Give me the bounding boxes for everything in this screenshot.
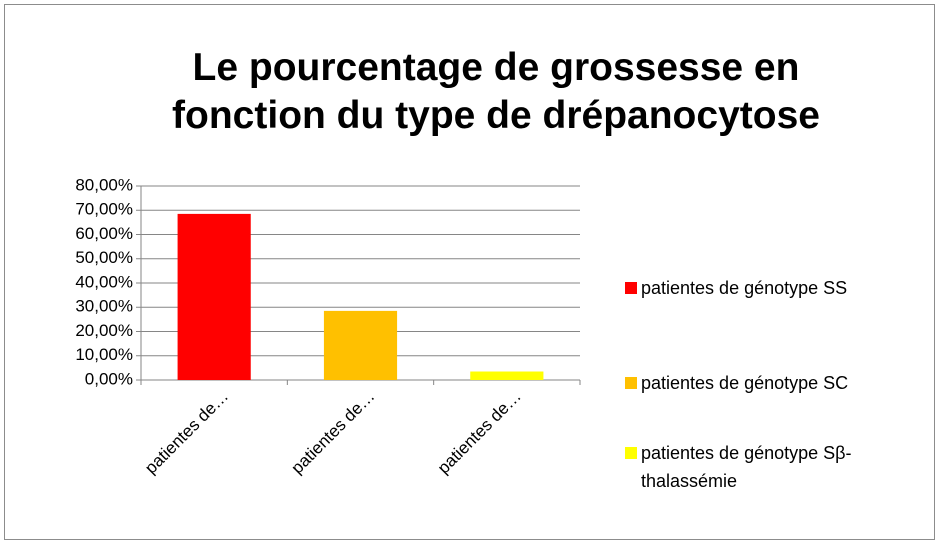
x-tick-label: patientes de… (141, 387, 232, 478)
y-tick-label: 70,00% (75, 200, 133, 219)
chart-title: Le pourcentage de grossesse en fonction … (172, 46, 820, 137)
bar (470, 371, 544, 380)
y-tick-label: 30,00% (75, 297, 133, 316)
legend-label: patientes de génotype Sβ-thalassémie (641, 443, 852, 491)
legend-swatch (625, 377, 637, 389)
y-tick-label: 40,00% (75, 272, 133, 291)
y-tick-label: 20,00% (75, 321, 133, 340)
y-tick-label: 0,00% (85, 369, 133, 388)
legend-swatch (625, 447, 637, 459)
legend-label: patientes de génotype SS (641, 278, 848, 298)
y-tick-label: 80,00% (75, 175, 133, 194)
chart-frame (4, 4, 935, 540)
legend-label: patientes de génotype SC (641, 373, 849, 393)
y-tick-label: 50,00% (75, 248, 133, 267)
legend-swatch (625, 282, 637, 294)
x-tick-label: patientes de… (434, 387, 525, 478)
bar (323, 310, 398, 380)
y-tick-label: 60,00% (75, 224, 133, 243)
x-tick-label: patientes de… (288, 387, 379, 478)
bar (177, 213, 251, 380)
y-tick-label: 10,00% (75, 345, 133, 364)
